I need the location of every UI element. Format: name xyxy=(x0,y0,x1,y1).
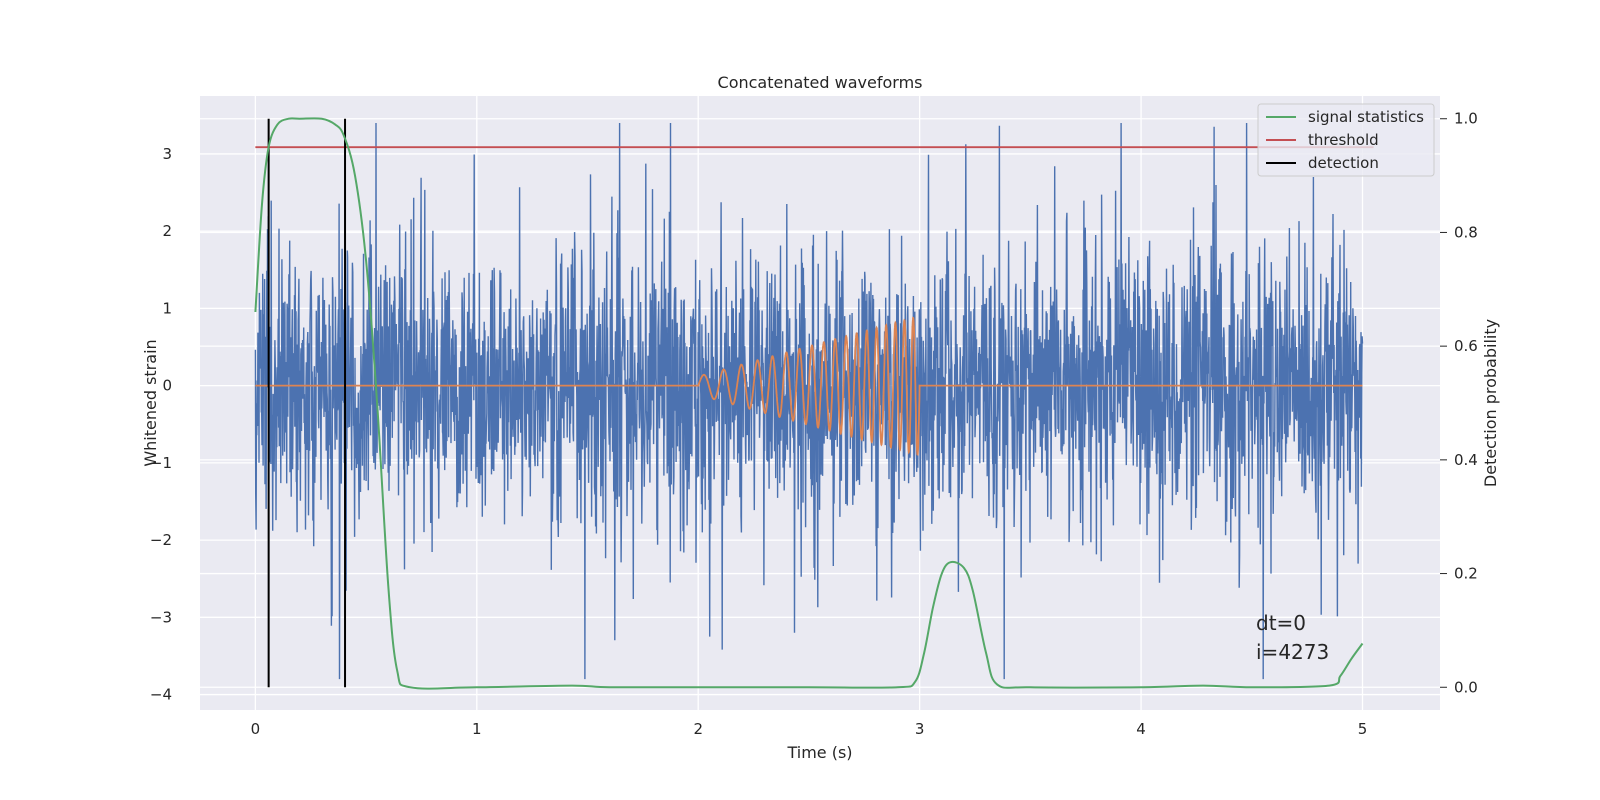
y-axis-label: Whitened strain xyxy=(141,339,160,466)
x-axis-label: Time (s) xyxy=(786,743,852,762)
x-tick-label: 3 xyxy=(915,720,925,738)
strain-noise-line xyxy=(254,122,1364,680)
x-tick-label: 4 xyxy=(1136,720,1146,738)
y-tick-label-right: 0.6 xyxy=(1454,337,1478,355)
legend-box xyxy=(1257,103,1435,177)
legend-label-detection: detection xyxy=(1308,154,1379,172)
legend-label-threshold: threshold xyxy=(1308,131,1379,149)
chart-title: Concatenated waveforms xyxy=(718,73,923,92)
y-tick-label-right: 0.4 xyxy=(1454,451,1478,469)
x-tick-label: 2 xyxy=(693,720,703,738)
y-tick-label-right: 0.2 xyxy=(1454,565,1478,583)
y-tick-label: 1 xyxy=(162,299,172,317)
x-tick-label: 0 xyxy=(251,720,261,738)
data-layer xyxy=(254,117,1374,690)
ticks: 0 1 2 3 4 5 −4 −3 −2 −1 0 1 2 3 0.0 0.2 0.4 0.6 0.8 1.0 xyxy=(150,110,1478,738)
y-tick-label: −1 xyxy=(150,454,172,472)
legend-label-signal-statistics: signal statistics xyxy=(1308,108,1424,126)
signal-statistics-line xyxy=(254,117,1364,690)
y-tick-label: 0 xyxy=(162,377,172,395)
y-tick-label: 3 xyxy=(162,145,172,163)
annotation-dt: dt=0 xyxy=(1256,611,1306,635)
annotation-index: i=4273 xyxy=(1256,640,1329,664)
y-tick-label-right: 0.8 xyxy=(1454,223,1478,241)
y-tick-label: −4 xyxy=(150,686,172,704)
y-tick-label: −3 xyxy=(150,608,172,626)
legend: signal statistics threshold detection xyxy=(1257,103,1435,177)
y-axis-label-right: Detection probability xyxy=(1481,319,1500,487)
x-tick-label: 1 xyxy=(472,720,482,738)
injected-signal-line xyxy=(255,316,1363,456)
y-tick-label: −2 xyxy=(150,531,172,549)
y-tick-label-right: 1.0 xyxy=(1454,110,1478,128)
x-tick-label: 5 xyxy=(1358,720,1368,738)
y-tick-label: 2 xyxy=(162,222,172,240)
y-tick-label-right: 0.0 xyxy=(1454,678,1478,696)
